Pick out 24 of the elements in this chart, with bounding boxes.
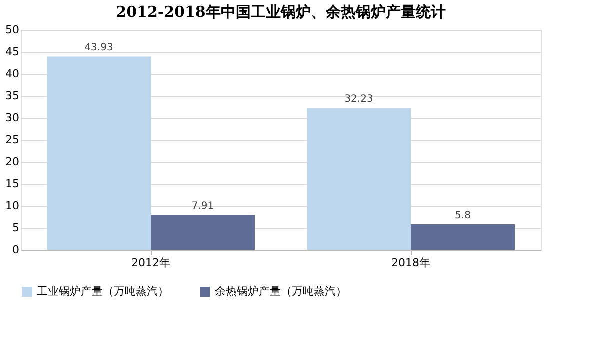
chart-title: 2012-2018年中国工业锅炉、余热锅炉产量统计: [116, 3, 446, 21]
data-label: 32.23: [344, 94, 374, 106]
bar: [307, 108, 411, 250]
y-tick-label: 0: [12, 244, 20, 256]
y-tick-label: 45: [6, 46, 20, 58]
y-tick-label: 50: [6, 24, 20, 36]
data-label: 43.93: [84, 42, 114, 54]
y-tick-label: 5: [12, 222, 20, 234]
y-tick-label: 10: [6, 200, 20, 212]
x-tick-label: 2018年: [392, 256, 430, 270]
data-label: 7.91: [192, 201, 214, 212]
bar: [47, 56, 151, 250]
x-tick-label: 2012年: [132, 256, 170, 270]
y-tick-label: 40: [6, 68, 20, 80]
y-tick-label: 35: [6, 90, 20, 102]
y-tick-label: 30: [6, 112, 20, 124]
y-tick-label: 15: [6, 178, 20, 190]
bar: [411, 224, 515, 250]
legend-label: 工业锅炉产量（万吨蒸汽）: [37, 285, 169, 298]
bar: [151, 215, 255, 250]
y-tick-label: 25: [6, 134, 20, 146]
data-label: 5.8: [455, 210, 471, 222]
y-tick-label: 20: [6, 156, 20, 168]
legend-label: 余热锅炉产量（万吨蒸汽）: [215, 285, 347, 298]
